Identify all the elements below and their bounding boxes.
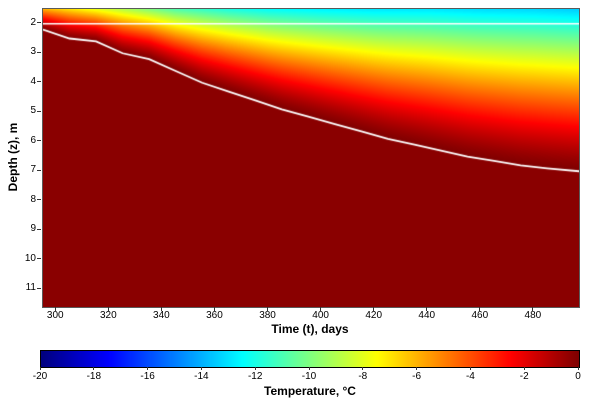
x-tick-label: 360 xyxy=(206,310,223,321)
colorbar-tick-mark xyxy=(362,367,364,370)
x-tick-label: 400 xyxy=(312,310,329,321)
x-tick-mark xyxy=(532,307,534,311)
y-tick-label: 4 xyxy=(30,75,36,87)
heatmap-canvas xyxy=(43,9,579,307)
colorbar-tick-label: -18 xyxy=(86,371,102,382)
x-tick-label: 300 xyxy=(46,310,64,321)
colorbar-tick-mark xyxy=(577,367,579,370)
colorbar-tick-label: -14 xyxy=(194,371,209,382)
colorbar-tick-mark xyxy=(469,367,471,370)
x-tick-label: 320 xyxy=(99,310,117,321)
y-tick-mark xyxy=(37,51,41,53)
x-tick-label: 380 xyxy=(259,310,276,321)
x-axis-label: Time (t), days xyxy=(271,322,349,336)
colorbar-tick-label: 0 xyxy=(575,371,581,382)
colorbar-tick-mark xyxy=(523,367,525,370)
colorbar xyxy=(40,350,580,368)
colorbar-tick-mark xyxy=(308,367,310,370)
x-tick-mark xyxy=(54,307,56,311)
colorbar-tick-mark xyxy=(416,367,418,370)
x-tick-label: 340 xyxy=(153,310,170,321)
colorbar-tick-mark xyxy=(147,367,149,370)
x-tick-mark xyxy=(160,307,162,311)
colorbar-tick-label: -4 xyxy=(465,371,475,382)
x-tick-mark xyxy=(267,307,269,311)
colorbar-tick-label: -12 xyxy=(247,371,263,382)
y-tick-mark xyxy=(37,169,41,171)
x-tick-mark xyxy=(373,307,375,311)
y-tick-mark xyxy=(37,110,41,112)
y-tick-mark xyxy=(37,228,41,230)
y-tick-label: 8 xyxy=(30,193,36,205)
x-tick-label: 420 xyxy=(365,310,383,321)
colorbar-tick-mark xyxy=(254,367,256,370)
colorbar-tick-label: -16 xyxy=(140,371,155,382)
colorbar-gradient xyxy=(41,351,579,367)
colorbar-tick-mark xyxy=(93,367,95,370)
x-tick-label: 440 xyxy=(418,310,436,321)
y-tick-label: 3 xyxy=(30,46,36,58)
y-tick-label: 10 xyxy=(24,252,36,264)
x-tick-mark xyxy=(213,307,215,311)
colorbar-tick-label: -6 xyxy=(412,371,422,382)
x-tick-mark xyxy=(479,307,481,311)
colorbar-tick-label: -2 xyxy=(519,371,529,382)
y-tick-mark xyxy=(37,287,41,289)
y-tick-label: 6 xyxy=(30,134,36,146)
y-tick-mark xyxy=(37,258,41,260)
x-tick-label: 460 xyxy=(471,310,489,321)
y-tick-mark xyxy=(37,199,41,201)
colorbar-tick-label: -20 xyxy=(32,371,48,382)
y-tick-label: 5 xyxy=(30,105,36,117)
colorbar-tick-label: -10 xyxy=(301,371,317,382)
x-tick-mark xyxy=(426,307,428,311)
x-tick-mark xyxy=(107,307,109,311)
y-tick-label: 2 xyxy=(30,16,36,28)
y-tick-label: 11 xyxy=(25,282,36,294)
colorbar-tick-mark xyxy=(39,367,41,370)
colorbar-tick-label: -8 xyxy=(358,371,368,382)
colorbar-tick-mark xyxy=(200,367,202,370)
x-tick-mark xyxy=(320,307,322,311)
y-tick-label: 7 xyxy=(30,164,36,176)
y-tick-label: 9 xyxy=(30,223,36,235)
y-tick-mark xyxy=(37,140,41,142)
plot-area xyxy=(42,8,580,308)
colorbar-label: Temperature, °C xyxy=(264,384,356,398)
y-axis-label: Depth (z), m xyxy=(6,122,20,192)
y-tick-mark xyxy=(37,22,41,24)
x-tick-label: 480 xyxy=(524,310,542,321)
y-tick-mark xyxy=(37,81,41,83)
